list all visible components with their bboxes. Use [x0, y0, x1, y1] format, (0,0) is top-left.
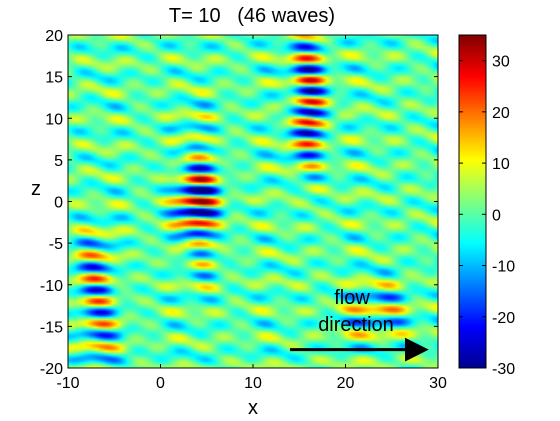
heatmap-image [68, 35, 438, 368]
annotation-line-2: direction [318, 314, 394, 336]
x-tick-label: 0 [156, 375, 165, 392]
colorbar-tick-label: 30 [492, 54, 510, 71]
y-tick-label: 0 [54, 195, 63, 212]
colorbar-ticks: -30 -20 -10 0 10 20 30 [459, 54, 515, 378]
y-tick-label: 15 [45, 70, 63, 87]
colorbar-gradient [458, 34, 487, 369]
chart-title: T= 10 (46 waves) [169, 5, 335, 27]
x-tick-label: 20 [337, 375, 355, 392]
colorbar: -30 -20 -10 0 10 20 30 [458, 34, 515, 378]
x-tick-label: 10 [244, 375, 262, 392]
colorbar-tick-label: 10 [492, 156, 510, 173]
annotation-flow-direction: flow direction [290, 287, 429, 362]
x-tick-label: 30 [429, 375, 447, 392]
y-tick-label: 5 [54, 153, 63, 170]
y-tick-label: 20 [45, 28, 63, 45]
annotation-line-1: flow [334, 287, 370, 309]
y-tick-label: -15 [40, 319, 63, 336]
colorbar-tick-label: -30 [492, 361, 515, 378]
colorbar-tick-label: -10 [492, 259, 515, 276]
x-tick-label: -10 [56, 375, 79, 392]
x-axis-label: x [248, 397, 258, 419]
heatmap-plot-area [67, 34, 439, 369]
y-axis: -20 -15 -10 -5 0 5 10 15 20 [40, 28, 438, 378]
y-tick-label: -20 [40, 361, 63, 378]
y-tick-label: -5 [49, 236, 63, 253]
colorbar-tick-label: -20 [492, 310, 515, 327]
y-tick-label: -10 [40, 278, 63, 295]
x-axis: -10 0 10 20 30 [56, 35, 447, 392]
colorbar-tick-label: 20 [492, 105, 510, 122]
y-axis-label: z [31, 178, 41, 200]
y-tick-label: 10 [45, 111, 63, 128]
colorbar-tick-label: 0 [492, 207, 501, 224]
